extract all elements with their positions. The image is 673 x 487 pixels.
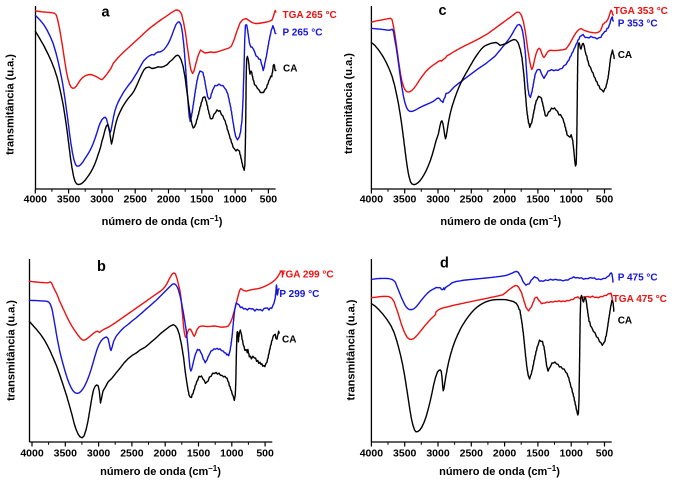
svg-text:500: 500 [260, 193, 278, 205]
svg-text:3500: 3500 [54, 448, 78, 460]
svg-text:número de onda (cm–1): número de onda (cm–1) [100, 463, 221, 478]
svg-text:1500: 1500 [190, 193, 214, 205]
svg-text:CA: CA [618, 50, 632, 61]
svg-text:P 475 °C: P 475 °C [618, 273, 658, 284]
svg-text:P 353 °C: P 353 °C [618, 19, 658, 30]
svg-text:1500: 1500 [526, 193, 550, 205]
svg-text:d: d [440, 256, 449, 272]
svg-text:2500: 2500 [124, 193, 148, 205]
svg-text:transmitância (u.a.): transmitância (u.a.) [5, 54, 17, 155]
svg-text:3000: 3000 [90, 193, 114, 205]
svg-text:transmitância (u.a.): transmitância (u.a.) [343, 53, 355, 154]
svg-text:3000: 3000 [426, 193, 450, 205]
svg-text:número de onda (cm–1): número de onda (cm–1) [440, 213, 561, 228]
svg-text:número de onda (cm–1): número de onda (cm–1) [102, 213, 223, 228]
svg-text:1500: 1500 [526, 448, 550, 460]
svg-text:3500: 3500 [393, 193, 417, 205]
svg-text:TGA 475 °C: TGA 475 °C [613, 294, 667, 305]
svg-text:CA: CA [283, 64, 297, 75]
svg-text:3000: 3000 [87, 448, 111, 460]
svg-text:1000: 1000 [223, 193, 247, 205]
svg-text:2500: 2500 [460, 448, 484, 460]
svg-text:500: 500 [596, 193, 614, 205]
svg-text:2000: 2000 [157, 193, 181, 205]
svg-text:500: 500 [256, 448, 274, 460]
svg-text:2000: 2000 [493, 193, 517, 205]
svg-text:2500: 2500 [120, 448, 144, 460]
svg-text:4000: 4000 [24, 193, 48, 205]
svg-text:TGA 353 °C: TGA 353 °C [614, 6, 668, 17]
svg-text:4000: 4000 [20, 448, 44, 460]
svg-text:1500: 1500 [187, 448, 211, 460]
svg-text:2000: 2000 [493, 448, 517, 460]
svg-text:3500: 3500 [57, 193, 81, 205]
svg-text:número de onda (cm–1): número de onda (cm–1) [439, 463, 560, 478]
svg-text:TGA 265 °C: TGA 265 °C [283, 10, 337, 21]
svg-text:transmitância (u.a.): transmitância (u.a.) [346, 299, 358, 400]
svg-text:P 299 °C: P 299 °C [279, 289, 319, 300]
svg-text:1000: 1000 [560, 193, 584, 205]
svg-text:P 265 °C: P 265 °C [283, 28, 323, 39]
svg-text:a: a [102, 5, 111, 21]
svg-text:1000: 1000 [220, 448, 244, 460]
svg-text:1000: 1000 [560, 448, 584, 460]
svg-text:TGA 299 °C: TGA 299 °C [279, 270, 333, 281]
svg-text:500: 500 [596, 448, 614, 460]
svg-text:c: c [439, 3, 447, 19]
svg-text:4000: 4000 [360, 193, 384, 205]
svg-text:b: b [97, 259, 106, 275]
svg-text:3000: 3000 [426, 448, 450, 460]
svg-text:2500: 2500 [460, 193, 484, 205]
svg-text:CA: CA [282, 335, 296, 346]
svg-text:transmitância (u.a.): transmitância (u.a.) [6, 300, 18, 401]
svg-text:2000: 2000 [154, 448, 178, 460]
svg-text:4000: 4000 [360, 448, 384, 460]
svg-text:3500: 3500 [393, 448, 417, 460]
svg-text:CA: CA [618, 316, 632, 327]
